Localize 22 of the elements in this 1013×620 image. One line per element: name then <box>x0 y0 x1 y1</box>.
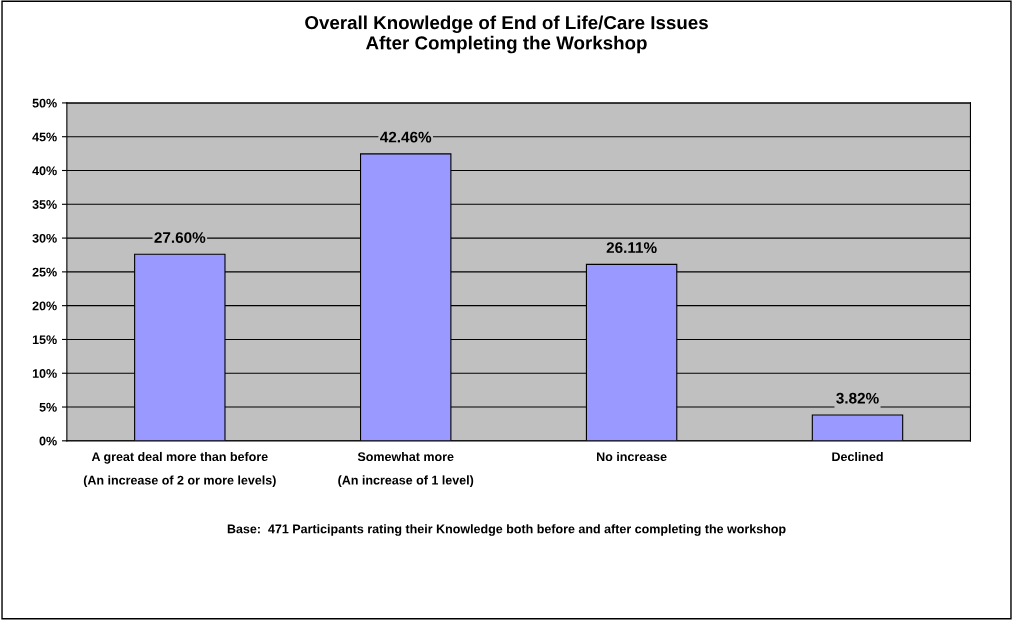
bar <box>811 414 904 441</box>
x-tick-label: Declined <box>832 451 883 462</box>
x-tick-label: No increase <box>597 451 667 462</box>
x-tick-label: Somewhat more (An increase of 1 level) <box>338 451 474 488</box>
data-label: 42.46% <box>380 131 432 143</box>
y-tick-label: 0% <box>39 436 57 446</box>
data-label: 3.82% <box>836 392 879 404</box>
y-tick-label: 5% <box>39 402 57 412</box>
y-tick-label: 20% <box>32 301 57 311</box>
y-tick-label: 15% <box>32 335 57 345</box>
x-tick-label: A great deal more than before (An increase of 2 or more levels) <box>83 451 276 488</box>
y-tick-label: 35% <box>32 200 57 209</box>
chart-title: Overall Knowledge of End of Life/Care Issues After Completing the Workshop <box>305 15 708 54</box>
data-label: 27.60% <box>154 232 206 243</box>
y-tick-label: 30% <box>32 233 57 243</box>
y-tick-label: 40% <box>32 166 57 176</box>
data-label: 26.11% <box>606 242 657 254</box>
y-tick-label: 10% <box>32 369 57 378</box>
y-tick-label: 50% <box>32 98 57 108</box>
text: Base: 471 Participants rating their Knowledge both before and after completing the workshop <box>227 524 786 536</box>
y-tick-label: 45% <box>32 132 57 142</box>
y-tick-label: 25% <box>32 267 57 277</box>
